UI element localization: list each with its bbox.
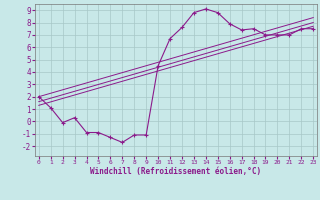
X-axis label: Windchill (Refroidissement éolien,°C): Windchill (Refroidissement éolien,°C)	[91, 167, 261, 176]
